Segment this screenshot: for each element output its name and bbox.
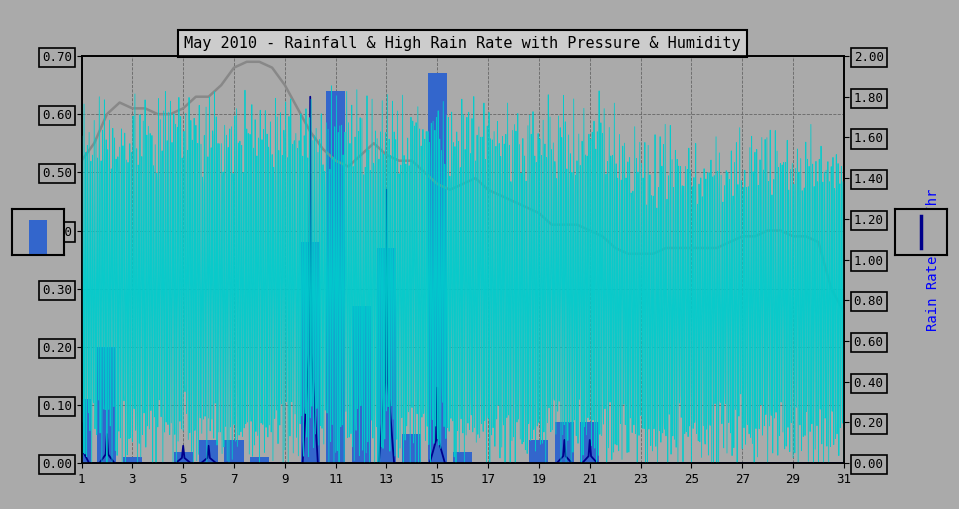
Bar <box>301 242 319 463</box>
Bar <box>580 422 599 463</box>
Bar <box>403 434 421 463</box>
Bar <box>326 91 345 463</box>
Bar <box>428 73 447 463</box>
Bar <box>250 458 269 463</box>
Bar <box>29 220 47 254</box>
Bar <box>123 458 142 463</box>
Bar <box>529 440 549 463</box>
Y-axis label: Rain Rate - in/hr: Rain Rate - in/hr <box>925 188 939 331</box>
Bar <box>199 440 218 463</box>
Bar <box>352 306 370 463</box>
Bar <box>98 347 116 463</box>
Bar <box>174 451 193 463</box>
Bar <box>454 451 472 463</box>
Title: May 2010 - Rainfall & High Rain Rate with Pressure & Humidity: May 2010 - Rainfall & High Rain Rate wit… <box>184 36 741 51</box>
Bar <box>377 248 396 463</box>
Bar <box>224 440 244 463</box>
Bar <box>72 399 91 463</box>
Bar <box>555 422 573 463</box>
